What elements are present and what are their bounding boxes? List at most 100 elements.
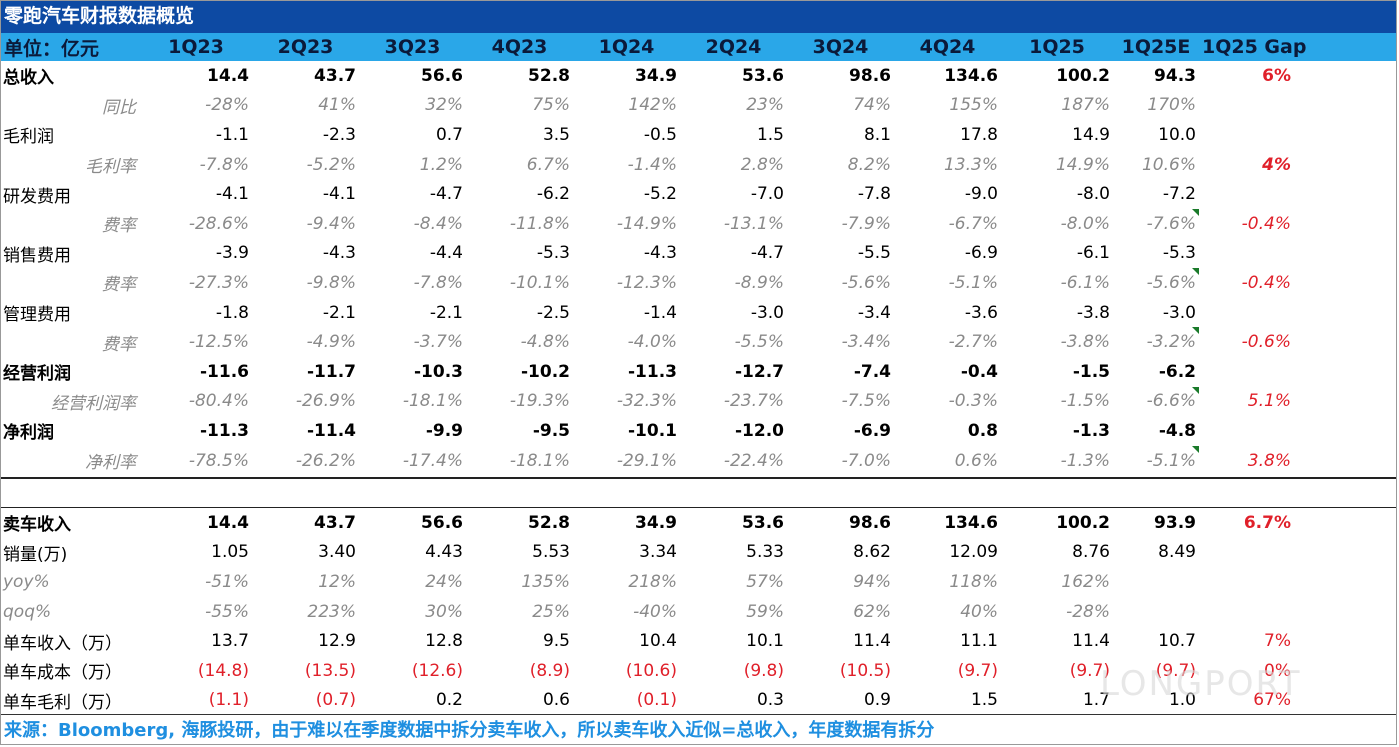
table-row: 经营利润率 -80.4% -26.9% -18.1% -19.3% -32.3% -23.7… — [0, 386, 1297, 417]
value-cell: -4.8% — [520, 332, 570, 353]
value-cell: -4.4 — [429, 243, 463, 264]
value-cell: 1.0 — [1168, 690, 1196, 711]
value-cell: -6.7% — [948, 213, 998, 234]
value-cell: 13.7 — [211, 631, 249, 652]
table-row: 费率 -27.3% -9.8% -7.8% -10.1% -12.3% -8.9% -5.6%… — [0, 268, 1297, 298]
row-label: 销售费用 — [3, 245, 71, 266]
value-cell: (0.7) — [315, 690, 356, 711]
gap-cell — [1199, 91, 1297, 121]
value-cell: -9.4% — [306, 213, 356, 234]
value-cell: -11.4 — [307, 420, 356, 441]
value-cell: -18.1% — [402, 391, 463, 412]
value-cell: 56.6 — [421, 512, 463, 533]
value-cell: -8.9% — [734, 272, 784, 293]
value-cell: 52.8 — [528, 512, 570, 533]
value-cell: -6.9 — [853, 420, 891, 441]
value-cell: 53.6 — [742, 512, 784, 533]
gap-cell — [1199, 597, 1297, 627]
value-cell: -0.3% — [948, 391, 998, 412]
value-cell: (9.7) — [1069, 660, 1110, 681]
value-cell: 134.6 — [944, 512, 998, 533]
value-cell: (1.1) — [208, 690, 249, 711]
value-cell: 11.1 — [960, 631, 998, 652]
value-cell: -7.6% — [1113, 208, 1199, 239]
table-row: 同比 -28% 41% 32% 75% 142% 23% 74% 155% 187% 170% — [0, 91, 1297, 121]
value-cell: (8.9) — [529, 660, 570, 681]
row-label: 卖车收入 — [3, 515, 71, 536]
value-cell: 3.40 — [318, 542, 356, 563]
value-cell: 100.2 — [1056, 512, 1110, 533]
value-cell: -7.8 — [857, 184, 891, 205]
row-label: 同比 — [102, 97, 136, 118]
value-cell: -11.7 — [307, 361, 356, 382]
table-row: 毛利润 -1.1 -2.3 0.7 3.5 -0.5 1.5 8.1 17.8 14.9 10.0 — [0, 120, 1297, 150]
value-cell: 1.5 — [970, 690, 998, 711]
value-cell: 1.7 — [1082, 690, 1110, 711]
value-cell: 32% — [425, 95, 463, 116]
value-cell: -7.8% — [413, 272, 463, 293]
gap-cell — [1199, 298, 1297, 328]
value-cell: 2.8% — [740, 154, 784, 175]
value-cell: -10.2 — [521, 361, 570, 382]
value-cell: 0.8 — [967, 420, 998, 441]
value-cell: 12.9 — [318, 631, 356, 652]
value-cell: 94% — [853, 571, 891, 592]
value-cell: 11.4 — [1072, 631, 1110, 652]
value-cell: -1.3 — [1072, 420, 1110, 441]
row-label: qoq% — [3, 601, 52, 622]
value-cell: -4.9% — [306, 332, 356, 353]
gap-cell: 6.7% — [1243, 512, 1291, 533]
value-cell: -19.3% — [509, 391, 570, 412]
value-cell: -8.0 — [1076, 184, 1110, 205]
value-cell: -55% — [205, 601, 249, 622]
gap-cell: 0% — [1264, 660, 1291, 681]
value-cell: -8.4% — [413, 213, 463, 234]
value-cell: 223% — [307, 601, 356, 622]
row-label: 单车毛利（万） — [3, 692, 122, 713]
financial-table: 总收入 14.4 43.7 56.6 52.8 34.9 53.6 98.6 134.6 100.… — [0, 61, 1297, 475]
value-cell: 118% — [949, 571, 998, 592]
value-cell: 10.1 — [746, 631, 784, 652]
value-cell: 40% — [960, 601, 998, 622]
value-cell: -5.5% — [734, 332, 784, 353]
value-cell: 5.53 — [532, 542, 570, 563]
value-cell: -28% — [205, 95, 249, 116]
table-row: qoq% -55% 223% 30% 25% -40% 59% 62% 40% -28% — [0, 597, 1297, 627]
row-label: 费率 — [102, 275, 136, 296]
value-cell: (12.6) — [411, 660, 463, 681]
value-cell: -5.3 — [536, 243, 570, 264]
gap-cell: 3.8% — [1247, 450, 1291, 471]
value-cell: 3.5 — [542, 124, 570, 145]
row-label: 费率 — [102, 216, 136, 237]
source-footnote: 来源：Bloomberg, 海豚投研，由于难以在季度数据中拆分卖车收入，所以卖车… — [0, 714, 1397, 747]
value-cell: -9.5 — [532, 420, 570, 441]
value-cell — [1113, 567, 1199, 597]
value-cell: -4.3 — [322, 243, 356, 264]
value-cell: -22.4% — [723, 450, 784, 471]
value-cell: -4.3 — [643, 243, 677, 264]
value-cell: -3.7% — [413, 332, 463, 353]
value-cell: -7.4 — [853, 361, 891, 382]
value-cell: 4.43 — [425, 542, 463, 563]
value-cell: -1.3% — [1060, 450, 1110, 471]
value-cell: -12.7 — [735, 361, 784, 382]
value-cell: 74% — [853, 95, 891, 116]
value-cell: -11.3 — [628, 361, 677, 382]
value-cell: -7.2 — [1162, 184, 1196, 205]
table-row: 净利率 -78.5% -26.2% -17.4% -18.1% -29.1% -22.4% -… — [0, 445, 1297, 476]
vehicle-sales-table: 卖车收入 14.4 43.7 56.6 52.8 34.9 53.6 98.6 134.6 100… — [0, 508, 1297, 715]
sheet-title: 零跑汽车财报数据概览 — [0, 0, 1397, 33]
value-cell: (10.5) — [839, 660, 891, 681]
value-cell: 52.8 — [528, 65, 570, 86]
value-cell: 98.6 — [849, 512, 891, 533]
header-cell: 3Q24 — [812, 36, 869, 58]
row-label: 管理费用 — [3, 305, 71, 326]
value-cell: -29.1% — [616, 450, 677, 471]
value-cell: -7.0 — [750, 184, 784, 205]
value-cell: 1.05 — [211, 542, 249, 563]
value-cell: -6.1% — [1060, 272, 1110, 293]
value-cell: -5.6% — [1113, 268, 1199, 298]
value-cell: 8.1 — [863, 124, 891, 145]
value-cell: 53.6 — [742, 65, 784, 86]
row-label: 净利润 — [3, 423, 54, 444]
